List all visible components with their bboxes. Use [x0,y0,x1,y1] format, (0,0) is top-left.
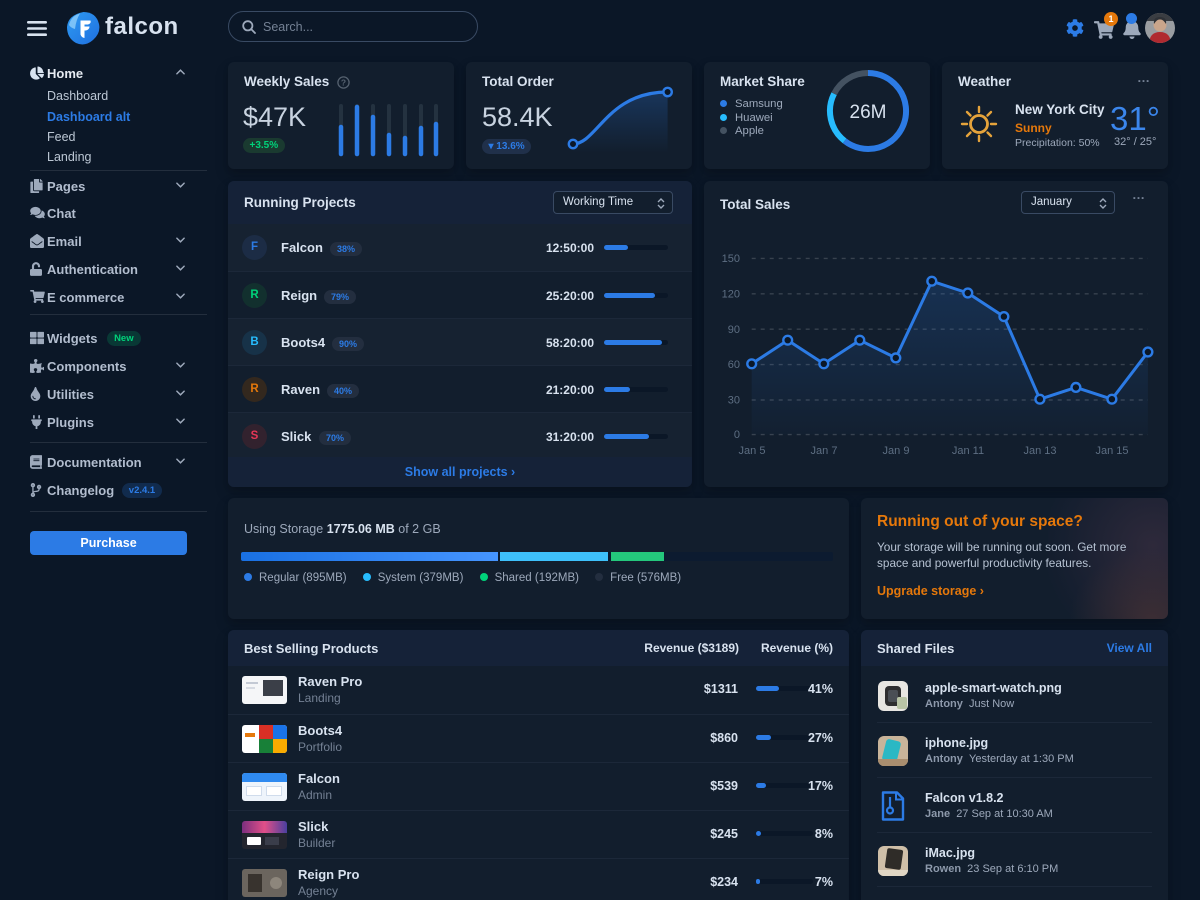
svg-text:Jan 11: Jan 11 [952,445,984,457]
svg-text:Jan 13: Jan 13 [1023,445,1056,457]
svg-text:30: 30 [728,395,740,407]
svg-text:120: 120 [722,288,740,300]
svg-text:0: 0 [734,429,740,441]
svg-text:Jan 9: Jan 9 [883,445,910,457]
svg-text:Jan 7: Jan 7 [811,445,838,457]
svg-text:90: 90 [728,324,740,336]
svg-text:Jan 5: Jan 5 [739,445,766,457]
svg-text:60: 60 [728,359,740,371]
svg-text:Jan 15: Jan 15 [1095,445,1128,457]
svg-text:26M: 26M [850,102,887,123]
svg-text:150: 150 [722,253,740,265]
svg-text:?: ? [341,77,346,87]
